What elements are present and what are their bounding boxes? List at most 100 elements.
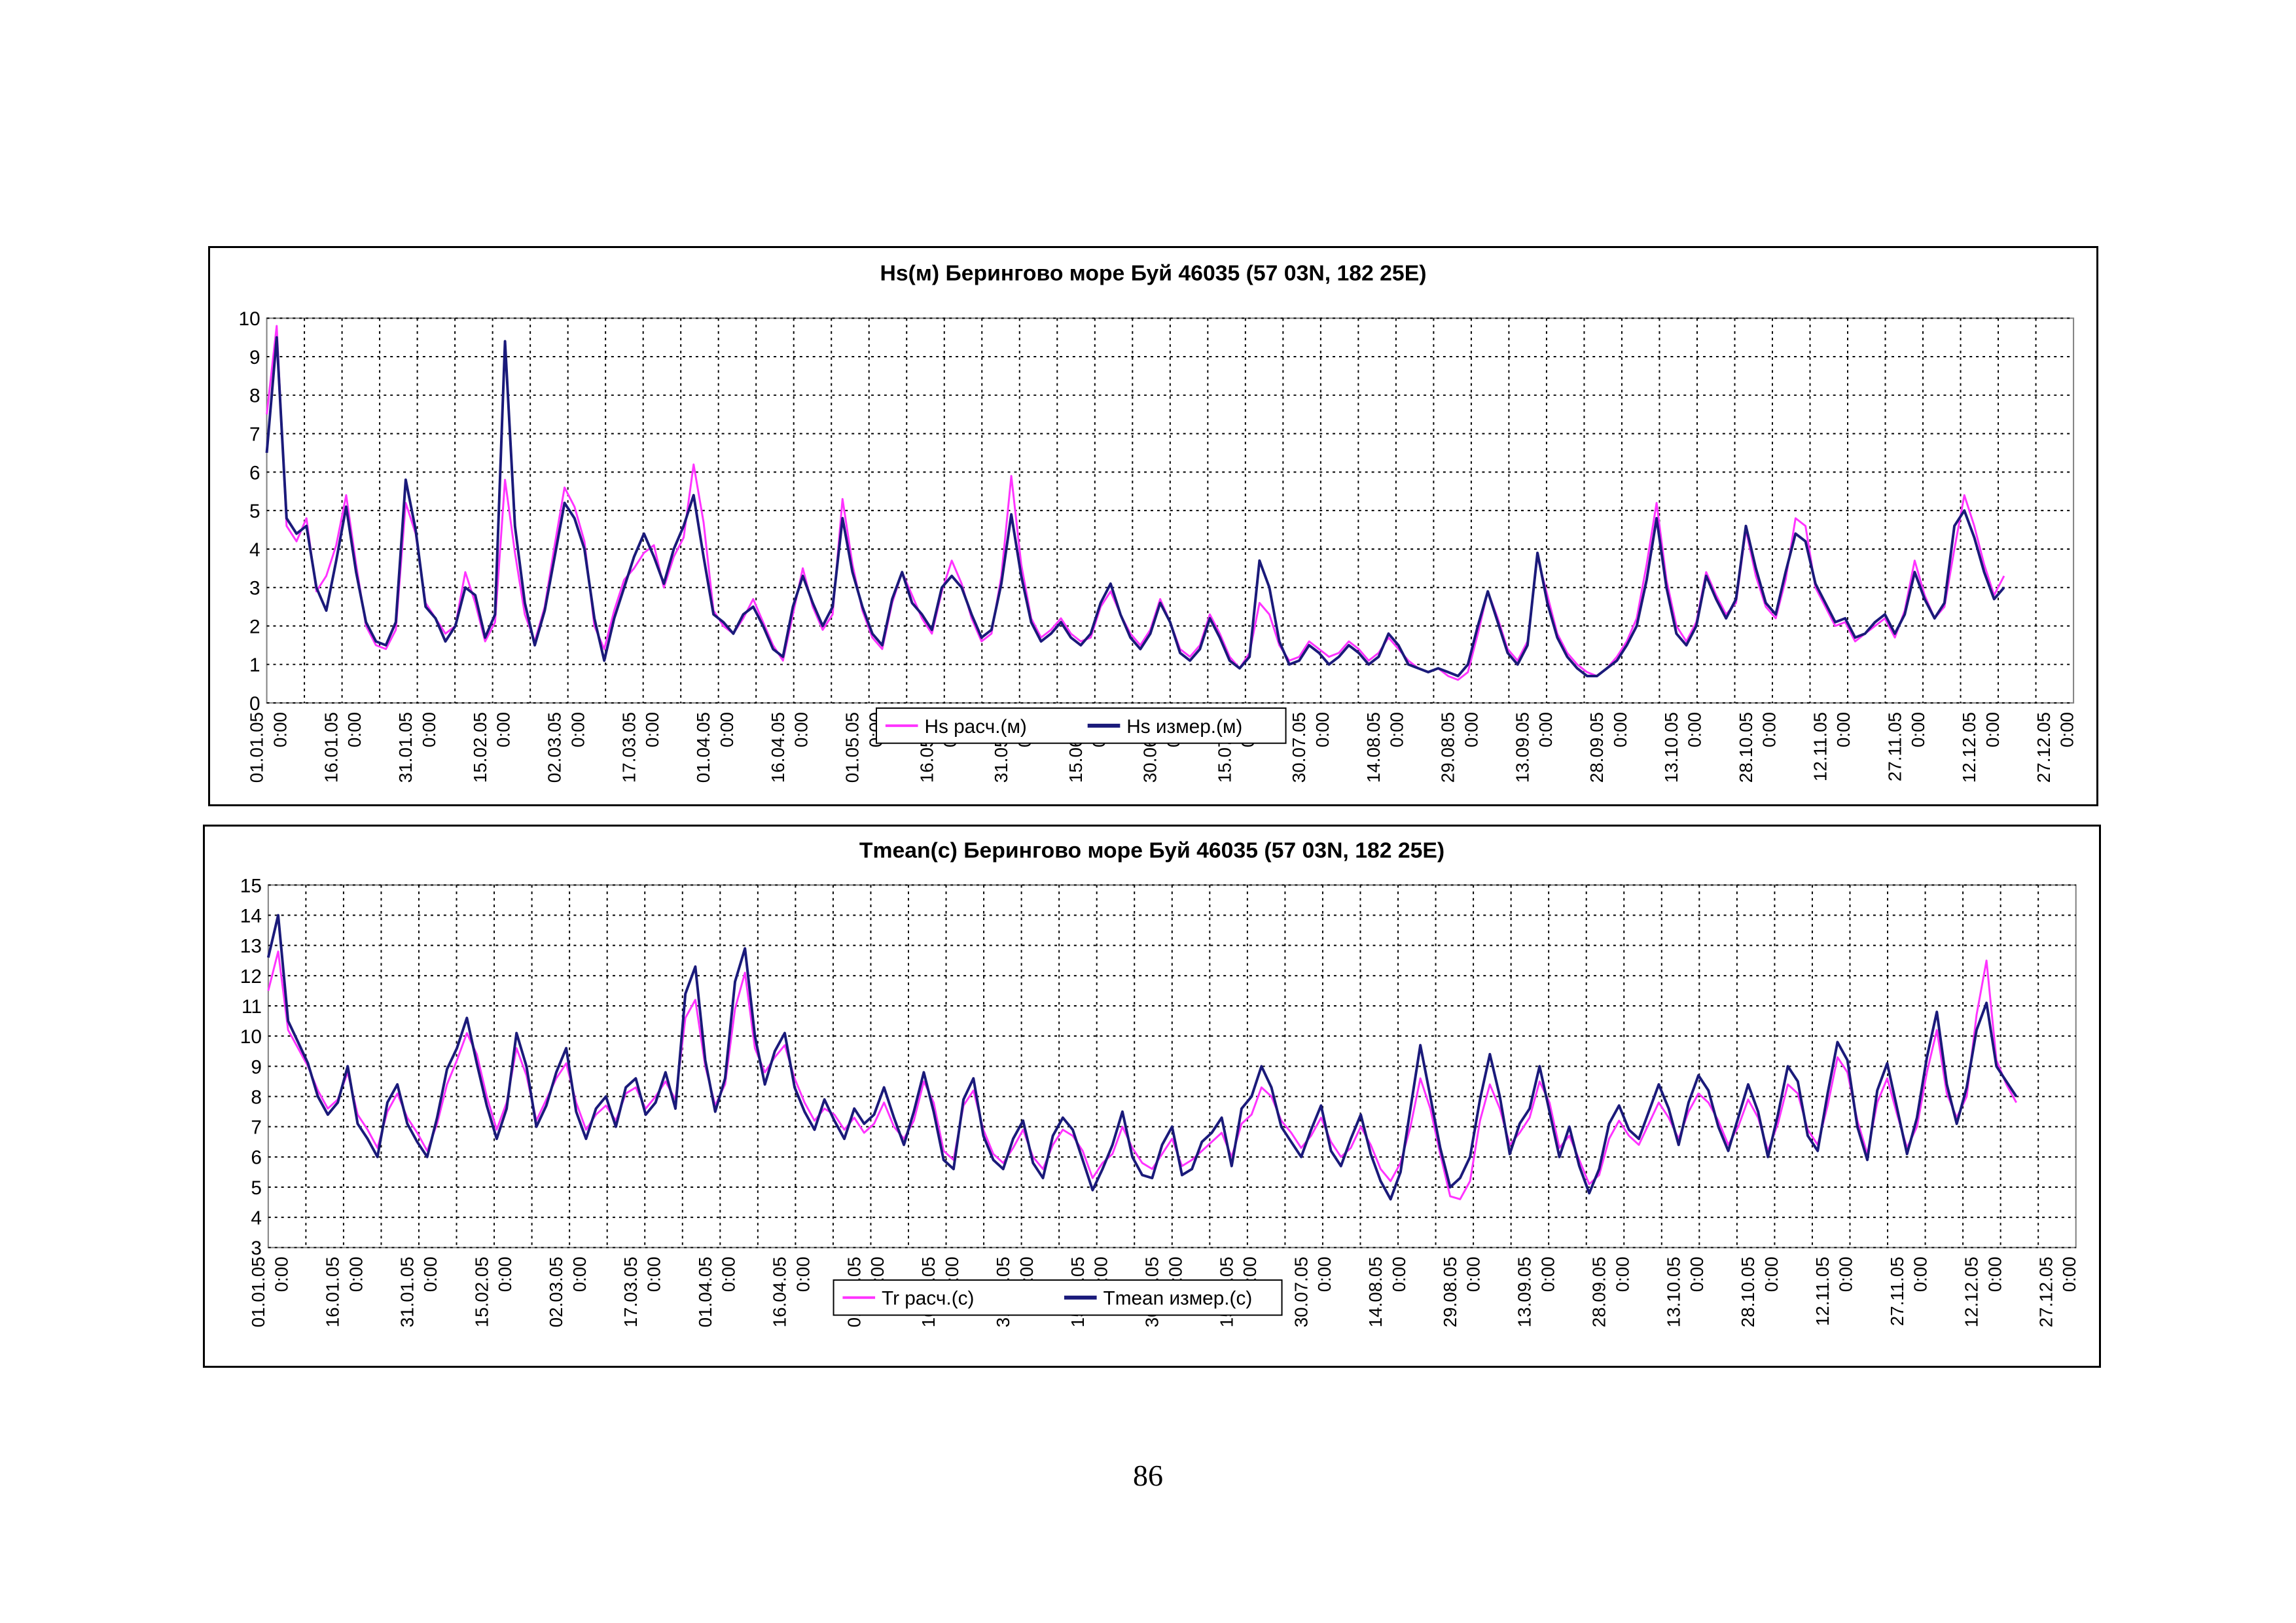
x-tick-label: 12.12.05 0:00: [1962, 1257, 2005, 1327]
x-tick-date: 14.08.05: [1365, 1257, 1386, 1327]
x-tick-label: 02.03.05 0:00: [546, 1257, 590, 1327]
x-tick-label: 15.02.05 0:00: [470, 712, 514, 783]
x-tick-label: 29.08.05 0:00: [1440, 1257, 1484, 1327]
x-tick-time: 0:00: [793, 1257, 813, 1292]
legend-label: Hs расч.(м): [924, 716, 1026, 738]
x-tick-label: 14.08.05 0:00: [1365, 1257, 1409, 1327]
y-tick-label: 1: [249, 654, 260, 676]
x-tick-time: 0:00: [1389, 1257, 1409, 1292]
x-tick-label: 31.01.05 0:00: [395, 712, 439, 783]
x-tick-date: 01.04.05: [695, 1257, 715, 1327]
y-tick-label: 9: [249, 347, 260, 368]
x-tick-label: 30.07.05 0:00: [1291, 1257, 1335, 1327]
y-tick-label: 8: [251, 1086, 262, 1108]
x-tick-date: 29.08.05: [1440, 1257, 1460, 1327]
y-tick-label: 8: [249, 385, 260, 407]
legend: Tr расч.(с) Tmean измер.(с): [833, 1279, 1283, 1316]
x-tick-date: 17.03.05: [619, 712, 639, 783]
series-line-measured: [266, 914, 2018, 1201]
x-tick-time: 0:00: [272, 1257, 292, 1292]
x-tick-time: 0:00: [717, 712, 737, 747]
x-tick-date: 02.03.05: [546, 1257, 566, 1327]
y-tick-label: 9: [251, 1056, 262, 1078]
x-tick-time: 0:00: [1759, 712, 1779, 747]
x-tick-time: 0:00: [1610, 712, 1630, 747]
x-tick-date: 27.12.05: [2034, 712, 2054, 783]
x-tick-label: 12.12.05 0:00: [1959, 712, 2003, 783]
y-tick-label: 5: [249, 501, 260, 522]
y-tick-label: 14: [240, 905, 262, 927]
legend: Hs расч.(м) Hs измер.(м): [875, 707, 1287, 744]
x-tick-label: 16.04.05 0:00: [770, 1257, 814, 1327]
x-tick-date: 30.07.05: [1291, 1257, 1311, 1327]
x-tick-time: 0:00: [1685, 712, 1705, 747]
x-tick-time: 0:00: [2057, 712, 2077, 747]
x-tick-time: 0:00: [420, 1257, 440, 1292]
x-tick-date: 31.01.05: [395, 712, 416, 783]
x-tick-label: 13.10.05 0:00: [1661, 712, 1705, 783]
x-tick-date: 27.11.05: [1887, 1257, 1907, 1326]
x-tick-date: 13.10.05: [1661, 712, 1681, 783]
chart-title: Hs(м) Берингово море Буй 46035 (57 03N, …: [880, 261, 1427, 286]
x-tick-date: 01.04.05: [693, 712, 713, 783]
x-tick-date: 28.10.05: [1738, 1257, 1758, 1327]
x-tick-time: 0:00: [1833, 712, 1854, 747]
hs-chart-frame: Hs(м) Берингово море Буй 46035 (57 03N, …: [208, 246, 2098, 806]
x-tick-label: 16.04.05 0:00: [768, 712, 812, 783]
y-tick-label: 10: [240, 1026, 262, 1048]
x-tick-date: 12.12.05: [1962, 1257, 1982, 1327]
x-tick-label: 01.01.05 0:00: [248, 1257, 292, 1327]
x-tick-label: 28.09.05 0:00: [1589, 1257, 1633, 1327]
y-tick-label: 6: [251, 1147, 262, 1169]
x-tick-date: 16.04.05: [768, 712, 788, 783]
page-number: 86: [1133, 1459, 1163, 1492]
x-tick-label: 13.09.05 0:00: [1512, 712, 1556, 783]
x-tick-label: 16.01.05 0:00: [321, 712, 365, 783]
x-tick-label: 16.01.05 0:00: [323, 1257, 367, 1327]
series-line-computed: [267, 950, 2017, 1200]
x-tick-time: 0:00: [1463, 1257, 1484, 1292]
x-tick-label: 12.11.05 0:00: [1812, 1257, 1856, 1326]
x-tick-label: 01.04.05 0:00: [695, 1257, 739, 1327]
x-tick-label: 17.03.05 0:00: [619, 712, 662, 783]
x-tick-time: 0:00: [1461, 712, 1481, 747]
x-tick-date: 13.10.05: [1663, 1257, 1683, 1327]
x-tick-time: 0:00: [270, 712, 290, 747]
legend-label: Hs измер.(м): [1126, 716, 1242, 738]
legend-label: Tr расч.(с): [882, 1288, 974, 1310]
x-tick-label: 28.09.05 0:00: [1587, 712, 1630, 783]
x-tick-time: 0:00: [1836, 1257, 1856, 1292]
x-tick-date: 12.12.05: [1959, 712, 1979, 783]
x-tick-time: 0:00: [567, 712, 588, 747]
x-tick-date: 12.11.05: [1810, 712, 1831, 781]
x-tick-time: 0:00: [1984, 1257, 2005, 1292]
y-tick-label: 3: [251, 1238, 262, 1259]
x-tick-time: 0:00: [718, 1257, 738, 1292]
x-tick-date: 13.09.05: [1512, 712, 1532, 783]
x-tick-label: 27.12.05 0:00: [2036, 1257, 2079, 1327]
x-tick-label: 28.10.05 0:00: [1736, 712, 1780, 783]
x-tick-time: 0:00: [344, 712, 365, 747]
x-tick-label: 12.11.05 0:00: [1810, 712, 1854, 781]
x-tick-date: 01.01.05: [247, 712, 267, 783]
x-tick-time: 0:00: [495, 1257, 515, 1292]
x-tick-date: 29.08.05: [1438, 712, 1458, 783]
x-tick-label: 27.11.05 0:00: [1887, 1257, 1931, 1326]
x-tick-time: 0:00: [1537, 1257, 1558, 1292]
x-tick-label: 14.08.05 0:00: [1363, 712, 1407, 783]
x-tick-date: 28.10.05: [1736, 712, 1756, 783]
legend-box: [833, 1279, 1283, 1316]
y-tick-label: 10: [239, 308, 260, 330]
x-tick-date: 27.11.05: [1884, 712, 1905, 781]
x-tick-date: 28.09.05: [1589, 1257, 1609, 1327]
y-tick-label: 7: [251, 1117, 262, 1139]
y-tick-label: 0: [249, 693, 260, 715]
x-tick-time: 0:00: [1910, 1257, 1931, 1292]
tmean-chart-frame: Tmean(с) Берингово море Буй 46035 (57 03…: [203, 825, 2101, 1368]
x-tick-label: 31.01.05 0:00: [397, 1257, 441, 1327]
x-tick-date: 16.01.05: [321, 712, 341, 783]
tmean-chart: Tmean(с) Берингово море Буй 46035 (57 03…: [240, 838, 2079, 1328]
y-tick-label: 4: [251, 1207, 262, 1229]
y-tick-label: 3: [249, 578, 260, 599]
x-tick-date: 16.04.05: [770, 1257, 790, 1327]
